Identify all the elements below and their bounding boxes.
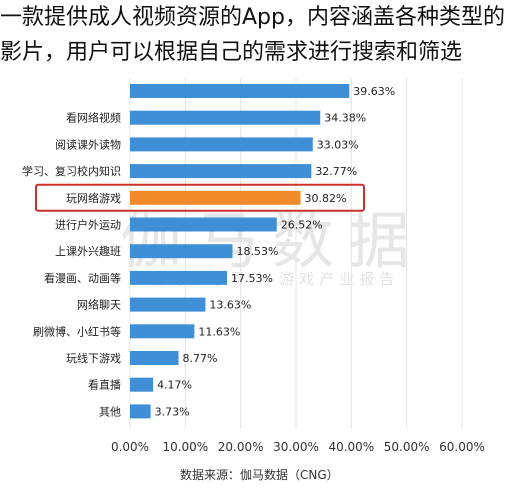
x-axis-ticks: 0.00% 10.00% 20.00% 30.00% 40.00% 50.00% 60.00… — [111, 440, 485, 454]
x-tick-label: 50.00% — [384, 440, 430, 454]
overlay-caption: 一款提供成人视频资源的App，内容涵盖各种类型的影片，用户可以根据自己的需求进行… — [0, 0, 510, 70]
bar — [130, 244, 233, 259]
bar — [130, 404, 151, 419]
category-label: 上课外兴趣班 — [55, 244, 121, 258]
bar — [130, 164, 312, 179]
value-label: 13.63% — [209, 299, 251, 312]
value-label: 3.73% — [155, 405, 190, 418]
category-label: 看网络视频 — [66, 111, 121, 125]
category-label: 玩网络游戏 — [66, 191, 121, 205]
value-label: 34.38% — [324, 112, 366, 125]
data-source: 数据来源：伽马数据（CNG） — [180, 468, 339, 482]
value-label: 32.77% — [315, 165, 357, 178]
bar — [130, 137, 313, 152]
caption-text: 一款提供成人视频资源的App，内容涵盖各种类型的影片，用户可以根据自己的需求进行… — [0, 5, 505, 65]
value-label: 33.03% — [317, 138, 359, 151]
x-tick-label: 30.00% — [273, 440, 319, 454]
bar — [130, 351, 179, 365]
x-tick-label: 60.00% — [439, 440, 485, 454]
x-tick-label: 0.00% — [111, 440, 149, 454]
grid-lines — [129, 78, 463, 428]
category-labels: 看网络视频阅读课外读物学习、复习校内知识玩网络游戏进行户外运动上课外兴趣班看漫画… — [22, 111, 121, 419]
value-label: 4.17% — [157, 379, 192, 392]
bar — [130, 270, 227, 285]
category-label: 看漫画、动画等 — [44, 271, 121, 285]
category-label: 进行户外运动 — [55, 218, 121, 232]
bar — [130, 217, 277, 232]
value-label: 8.77% — [183, 352, 218, 365]
value-label: 26.52% — [281, 219, 323, 232]
watermark-logo: 伽马数据 — [120, 204, 425, 277]
category-label: 网络聊天 — [77, 298, 121, 312]
bars — [130, 84, 350, 419]
category-label: 学习、复习校内知识 — [22, 164, 121, 178]
value-label: 18.53% — [237, 245, 279, 258]
category-label: 其他 — [99, 405, 121, 418]
category-label: 玩线下游戏 — [66, 351, 121, 365]
highlight-frame — [35, 183, 365, 212]
bar — [130, 110, 321, 125]
category-label: 阅读课外读物 — [55, 137, 121, 151]
bar — [130, 324, 195, 339]
x-tick-label: 20.00% — [218, 440, 264, 454]
x-tick-label: 10.00% — [162, 440, 208, 454]
value-labels: 39.63% 34.38% 33.03% 32.77% 30.82% 26.52%18.5… — [155, 85, 396, 418]
bar — [130, 297, 206, 312]
bar — [130, 84, 350, 98]
value-label: 11.63% — [198, 325, 240, 338]
value-label: 39.63% — [353, 85, 395, 98]
value-label: 17.53% — [231, 272, 273, 285]
bar — [130, 377, 154, 392]
category-label: 看直播 — [88, 378, 121, 392]
x-tick-label: 40.00% — [328, 440, 374, 454]
bar — [130, 190, 301, 205]
value-label: 30.82% — [305, 192, 347, 205]
category-label: 刷微博、小红书等 — [33, 324, 121, 338]
